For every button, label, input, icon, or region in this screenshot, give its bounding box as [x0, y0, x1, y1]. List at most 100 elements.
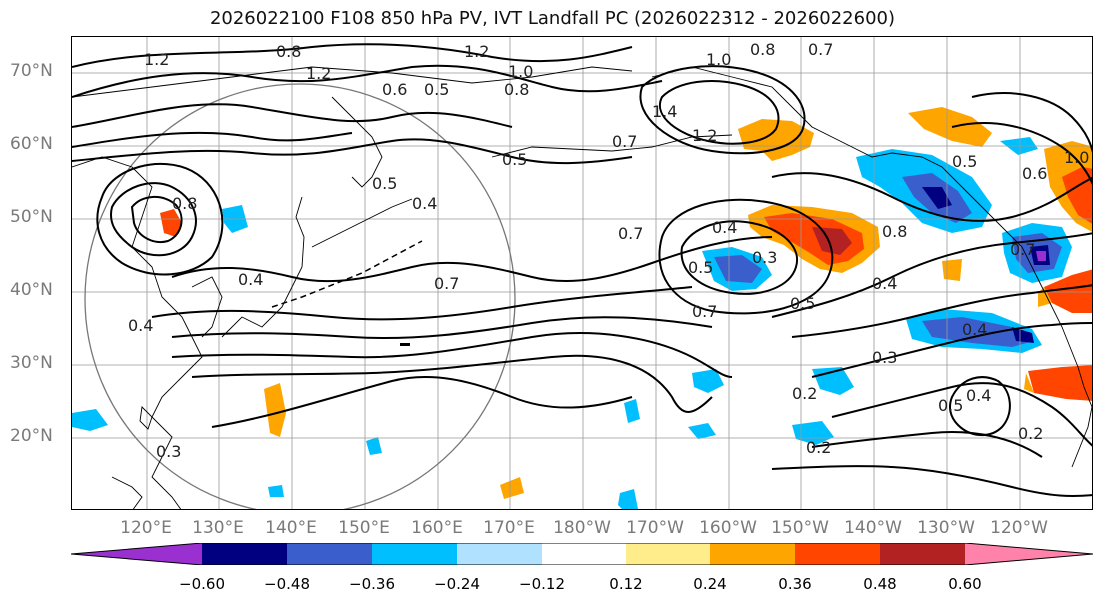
contour-label: 0.5: [372, 174, 397, 193]
contour-label: 0.8: [882, 222, 907, 241]
colorbar-tick-label: −0.48: [264, 575, 310, 593]
colorbar-tick-label: 0.60: [948, 575, 982, 593]
lon-label-150e: 150°E: [338, 518, 390, 538]
fill-negative-pnw-purple: [1036, 251, 1046, 261]
contour-label: 0.5: [502, 150, 527, 169]
contour-east-4: [811, 322, 1092, 378]
contour-bering-loop-1: [639, 65, 806, 155]
coast-korea: [191, 276, 223, 338]
contour-label: 0.4: [238, 270, 263, 289]
pv-contours: [72, 43, 1092, 498]
coast-siberia-north: [72, 66, 633, 98]
fill-positive-sw-ca-outer: [1024, 373, 1034, 393]
contour-west-loop-2: [130, 196, 183, 243]
fill-negative-subtropic-4: [624, 399, 640, 423]
colorbar-bin: [880, 543, 965, 565]
fill-positive-nw: [908, 107, 992, 147]
contour-label: 0.4: [872, 274, 897, 293]
coast-japan: [221, 196, 305, 338]
contour-mid-5: [191, 354, 713, 413]
coast-kurils: [311, 198, 413, 248]
lon-label-140w: 140°W: [844, 518, 902, 538]
fill-negative-alaska-deep: [922, 187, 952, 209]
contour-ne-loop-2: [951, 122, 1092, 185]
fill-negative-west-2: [72, 409, 108, 431]
coast-alaska: [651, 66, 893, 158]
lat-label-70n: 70°N: [10, 61, 53, 81]
colorbar-tick-label: −0.12: [519, 575, 565, 593]
contour-east-6: [811, 431, 1043, 458]
negative-anomaly-fills: [72, 137, 1072, 509]
contour-ne-loop-1: [971, 92, 1092, 153]
contour-label: 0.6: [1022, 164, 1047, 183]
fill-negative-south-1: [618, 489, 638, 509]
contour-label: 1.2: [144, 50, 169, 69]
contour-label: 0.7: [692, 302, 717, 321]
contour-label: 0.4: [412, 194, 437, 213]
lon-label-120e: 120°E: [120, 518, 172, 538]
contour-mid-4: [171, 332, 733, 378]
contour-label: 1.0: [706, 50, 731, 69]
contour-label: 0.7: [612, 132, 637, 151]
colorbar-tick-label: 0.24: [693, 575, 727, 593]
contour-label: 0.8: [172, 194, 197, 213]
fill-positive-pacific-1: [264, 383, 286, 437]
fill-negative-subtropic-5: [688, 423, 716, 439]
colorbar-tick-label: −0.36: [349, 575, 395, 593]
contour-label: 0.3: [752, 248, 777, 267]
fill-positive-west-coast: [1044, 269, 1092, 313]
fill-negative-gulf-low-core: [714, 255, 762, 283]
contour-mid-1: [171, 236, 773, 283]
contour-label: 0.7: [1010, 240, 1035, 259]
lon-label-150w: 150°W: [771, 518, 829, 538]
lon-label-120w: 120°W: [990, 518, 1048, 538]
map-canvas: 1.2 0.8 1.2 1.0 0.8 0.7 1.2 0.6 0.5 1.0 …: [72, 37, 1092, 509]
fill-positive-sw-ca: [1028, 365, 1092, 401]
lon-label-170e: 170°E: [483, 518, 535, 538]
fill-positive-gulf-deep: [812, 227, 852, 255]
coast-canada-west: [1001, 226, 1053, 308]
contour-west-loop-3: [96, 162, 224, 276]
contour-label: 0.6: [382, 80, 407, 99]
fill-positive-bering: [738, 119, 814, 161]
contour-north-5: [72, 138, 633, 165]
contour-north-4: [72, 131, 353, 148]
contour-north-1: [72, 43, 633, 68]
contour-north-2: [72, 64, 663, 98]
contour-bering-loop-2: [659, 80, 780, 145]
colorbar-tick-label: 0.12: [609, 575, 643, 593]
colorbar-extend-min: [71, 543, 202, 565]
lon-label-160e: 160°E: [411, 518, 463, 538]
lat-label-30n: 30°N: [10, 353, 53, 373]
colorbar-tick-label: 0.36: [778, 575, 812, 593]
contour-label: 0.7: [618, 224, 643, 243]
contour-label: 1.0: [1064, 148, 1089, 167]
colorbar-bin: [372, 543, 457, 565]
lat-label-60n: 60°N: [10, 134, 53, 154]
colorbar-tick-label: −0.24: [434, 575, 480, 593]
fill-negative-west-3: [366, 437, 382, 455]
lat-label-40n: 40°N: [10, 280, 53, 300]
colorbar-tick-label: −0.60: [179, 575, 225, 593]
contour-east-5: [831, 382, 1092, 447]
contour-label: 0.2: [792, 384, 817, 403]
coast-asia-east: [72, 156, 203, 509]
lat-label-50n: 50°N: [10, 207, 53, 227]
contour-north-3: [72, 103, 513, 128]
fill-positive-east-sw: [942, 259, 962, 281]
fill-negative-subtropic-1: [692, 369, 724, 393]
coast-alaska-panhandle: [891, 152, 1003, 228]
contour-label: 1.2: [306, 64, 331, 83]
contour-label: 0.5: [424, 80, 449, 99]
graticule: [72, 37, 1092, 509]
colorbar-bin: [287, 543, 372, 565]
contour-label: 0.2: [1018, 424, 1043, 443]
map-title: 2026022100 F108 850 hPa PV, IVT Landfall…: [209, 8, 896, 29]
contour-dashed: [271, 240, 423, 308]
contour-east-3: [791, 284, 1092, 338]
coast-taiwan: [139, 406, 153, 430]
contour-label: 1.2: [692, 126, 717, 145]
lon-label-130e: 130°E: [192, 518, 244, 538]
contour-label: 1.0: [508, 62, 533, 81]
colorbar: [71, 543, 1093, 565]
